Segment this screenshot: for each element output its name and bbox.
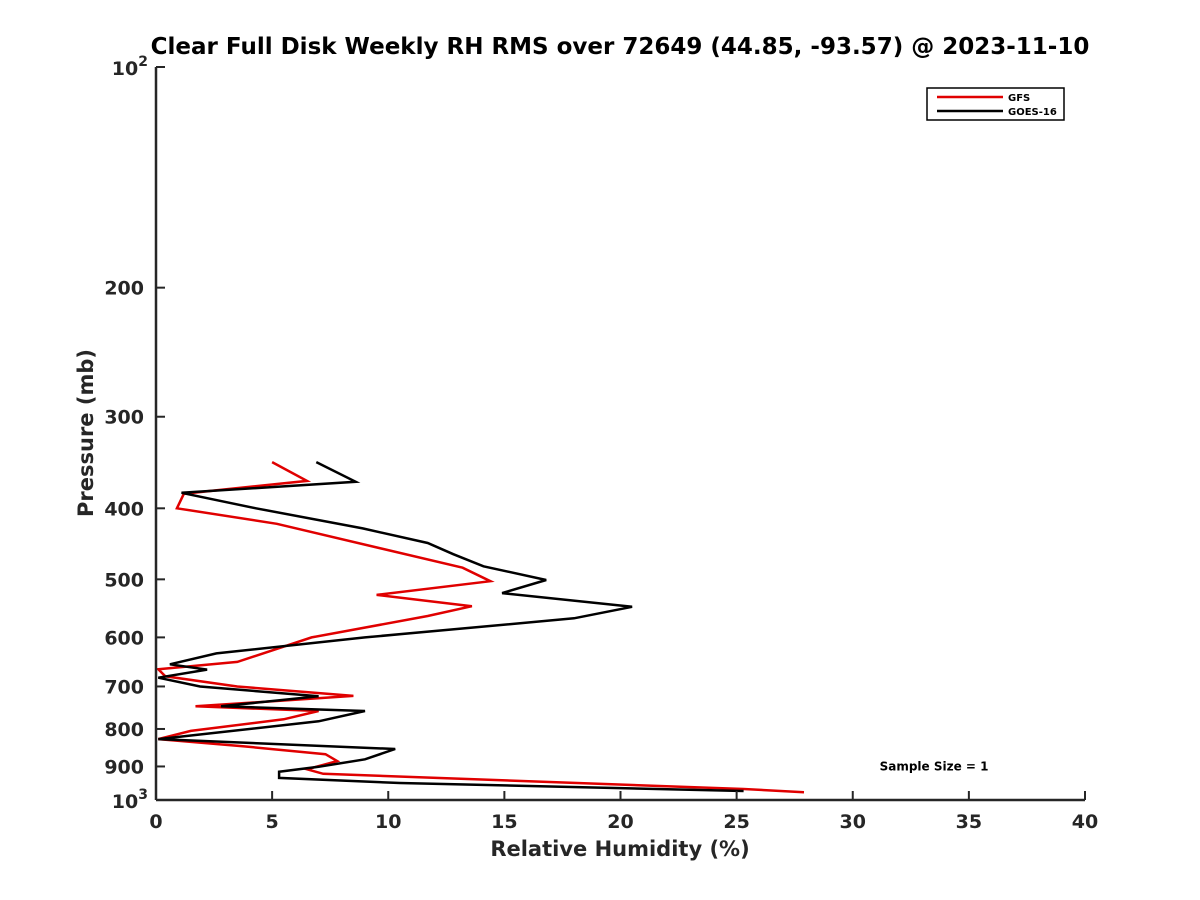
series-line-goes-16	[158, 460, 744, 793]
y-axis-label: Pressure (mb)	[74, 349, 98, 517]
x-tick-label: 20	[607, 811, 633, 833]
series-layer	[155, 460, 805, 794]
y-tick-label: 900	[104, 756, 144, 778]
x-tick-label: 40	[1072, 811, 1098, 833]
x-tick-label: 5	[266, 811, 279, 833]
y-tick-label: 700	[104, 676, 144, 698]
chart-title: Clear Full Disk Weekly RH RMS over 72649…	[151, 34, 1090, 60]
series-line-gfs	[155, 460, 805, 794]
x-tick-label: 30	[840, 811, 866, 833]
x-tick-label: 0	[149, 811, 162, 833]
y-tick-label: 200	[104, 278, 144, 300]
x-tick-label: 15	[491, 811, 517, 833]
y-tick-label: 103	[112, 787, 148, 813]
legend-label-goes16: GOES-16	[1008, 107, 1057, 118]
sample-size-annotation: Sample Size = 1	[880, 759, 989, 773]
legend: GFS GOES-16	[926, 87, 1065, 121]
legend-box	[926, 87, 1065, 121]
x-tick-label: 25	[723, 811, 749, 833]
x-axis-label: Relative Humidity (%)	[490, 837, 749, 861]
y-tick-label: 800	[104, 719, 144, 741]
legend-label-gfs: GFS	[1008, 93, 1030, 104]
x-tick-label: 10	[375, 811, 401, 833]
y-tick-label: 102	[112, 54, 148, 80]
y-tick-label: 300	[104, 407, 144, 429]
y-tick-label: 500	[104, 569, 144, 591]
y-ticks: 102 200 300 400 500 600 700 800 900 103	[104, 54, 165, 813]
y-tick-label: 600	[104, 627, 144, 649]
x-ticks: 0 5 10 15 20 25 30 35 40	[149, 791, 1098, 833]
y-tick-label: 400	[104, 498, 144, 520]
x-tick-label: 35	[956, 811, 982, 833]
